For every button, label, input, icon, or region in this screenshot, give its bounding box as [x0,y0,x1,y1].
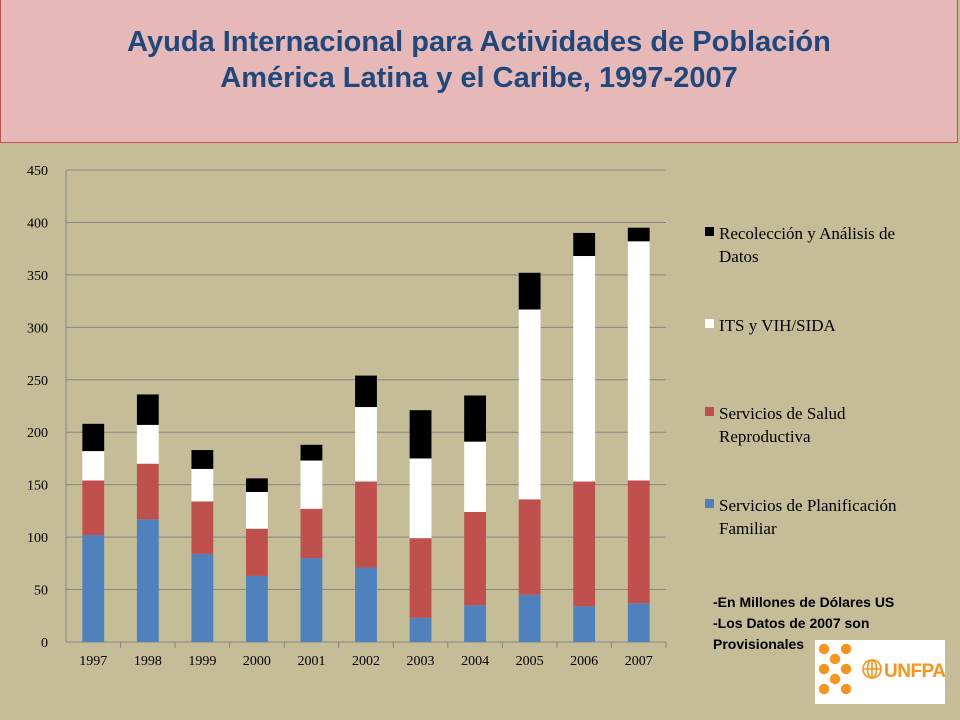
note-units: -En Millones de Dólares US [713,594,895,610]
bar-segment-2007-series-2 [627,241,650,481]
bar-segment-2000-series-0 [246,575,268,642]
x-tick-label: 2001 [297,654,325,669]
bar-segment-1997-series-3 [82,423,105,452]
bar-segment-1997-series-2 [82,451,105,481]
bar-segment-2006-series-2 [573,256,596,482]
legend-item: ITS y VIH/SIDA [705,314,929,337]
x-tick-label: 2000 [243,654,271,669]
x-tick-label: 2002 [352,654,380,669]
bar-segment-1998-series-3 [136,394,159,425]
x-tick-label: 2004 [461,654,489,669]
bar-segment-2004-series-2 [464,441,486,512]
bar-segment-2000-series-2 [246,492,268,529]
y-tick-label: 100 [27,531,48,546]
bar-segment-1998-series-1 [136,463,159,520]
unfpa-logo: UNFPA [815,640,946,704]
bar-segment-2007-series-0 [627,603,650,642]
bar-segment-2006-series-0 [573,606,596,642]
legend-label: ITS y VIH/SIDA [719,316,836,335]
note-provisional: -Los Datos de 2007 son [713,615,870,631]
x-tick-label: 1999 [188,654,216,669]
x-tick-label: 1997 [79,654,107,669]
bar-segment-2007-series-1 [627,480,650,604]
bar-segment-2005-series-1 [518,499,541,595]
bar-segment-2000-series-1 [246,528,268,576]
unfpa-logo-text: UNFPA [884,661,946,682]
chart-notes: -En Millones de Dólares US -Los Datos de… [713,592,894,655]
legend-item: Servicios de Planificación Familiar [705,494,929,540]
bar-segment-1999-series-2 [191,468,214,502]
bar-segment-2005-series-3 [518,272,541,310]
note-provisional-continued: Provisionales [713,636,805,652]
y-tick-label: 350 [27,269,48,284]
bar-segment-2001-series-0 [300,558,323,642]
y-tick-label: 450 [27,164,48,179]
unfpa-logo-mark [818,643,882,695]
chart-title-line-2: América Latina y el Caribe, 1997-2007 [220,62,738,94]
x-tick-label: 2003 [407,654,435,669]
bar-segment-2006-series-3 [573,232,596,257]
x-tick-label: 2005 [516,654,544,669]
bar-segment-2001-series-1 [300,508,323,559]
bar-segment-2002-series-2 [355,407,377,482]
y-tick-label: 150 [27,479,48,494]
y-tick-label: 400 [27,216,48,231]
legend-label: Servicios de Planificación Familiar [719,496,897,538]
legend-label: Servicios de Salud Reproductiva [719,404,846,446]
bar-segment-1999-series-1 [191,501,214,554]
chart-title-line-1: Ayuda Internacional para Actividades de … [127,26,831,58]
y-tick-label: 200 [27,426,48,441]
legend-item: Servicios de Salud Reproductiva [705,402,929,448]
y-tick-label: 300 [27,321,48,336]
legend-swatch [705,319,714,328]
y-tick-label: 0 [41,636,48,651]
legend-label: Recolección y Análisis de Datos [719,224,896,266]
bar-segment-2002-series-0 [355,567,377,642]
bar-segment-1999-series-0 [191,553,214,642]
bar-segment-1998-series-2 [136,424,159,464]
bar-segment-1998-series-0 [136,519,159,642]
bar-segment-2004-series-0 [464,605,486,642]
bar-segment-2004-series-3 [464,395,486,442]
y-tick-label: 250 [27,374,48,389]
bar-segment-2003-series-1 [409,538,432,618]
bar-segment-2003-series-3 [409,410,432,459]
legend-swatch [705,227,714,236]
bar-segment-2001-series-2 [300,460,323,509]
x-tick-label: 2006 [570,654,598,669]
legend-swatch [705,499,714,508]
x-tick-label: 2007 [625,654,653,669]
bar-segment-2006-series-1 [573,481,596,607]
bar-segment-1997-series-1 [82,480,105,536]
bar-segment-2003-series-2 [409,458,432,539]
bar-segment-2005-series-2 [518,309,541,500]
bar-segment-1997-series-0 [82,535,105,642]
bar-segment-2000-series-3 [246,478,268,493]
legend-item: Recolección y Análisis de Datos [705,222,929,268]
title-banner: Ayuda Internacional para Actividades de … [0,0,958,143]
x-tick-label: 1998 [134,654,162,669]
y-tick-label: 50 [34,584,48,599]
bar-segment-2002-series-3 [355,375,377,408]
bar-segment-2007-series-3 [627,227,650,242]
un-emblem-icon [862,659,882,679]
bar-segment-2001-series-3 [300,444,323,461]
bar-segment-2002-series-1 [355,481,377,568]
bar-segment-2004-series-1 [464,511,486,606]
bar-segment-1999-series-3 [191,450,214,469]
legend-swatch [705,407,714,416]
bar-segment-2005-series-0 [518,594,541,642]
stacked-bar-chart: 0 50 100 150 200 250 300 350 400 450 1997 1998 1999 2… [27,164,667,669]
bar-segment-2003-series-0 [409,617,432,642]
